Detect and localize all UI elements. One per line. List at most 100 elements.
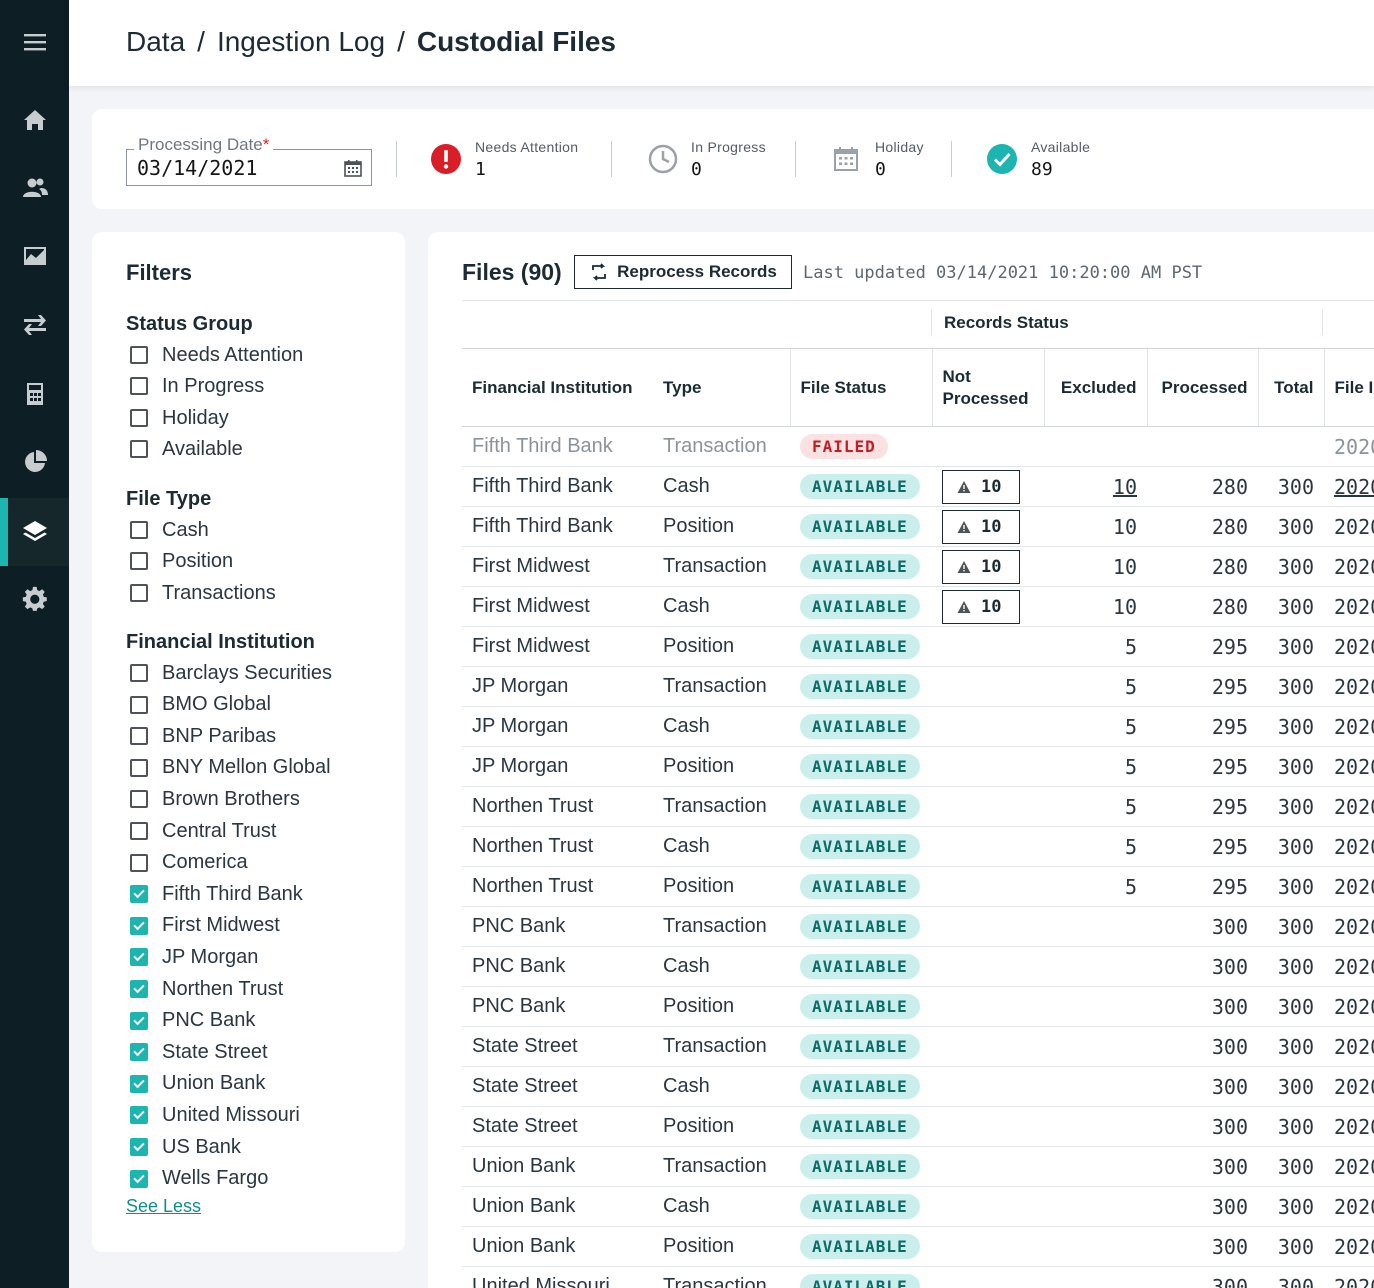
- nav-users[interactable]: [0, 154, 69, 222]
- checkbox[interactable]: [130, 822, 148, 840]
- checkbox-checked[interactable]: [130, 1138, 148, 1156]
- processing-date-field[interactable]: 03/14/2021: [126, 149, 372, 186]
- table-row[interactable]: JP Morgan Transaction AVAILABLE 5 295 300 2020: [462, 666, 1374, 707]
- filter-fi-item[interactable]: BNP Paribas: [130, 722, 276, 750]
- filter-fi-item[interactable]: State Street: [130, 1038, 268, 1066]
- col-not-processed[interactable]: Not Processed: [931, 348, 1044, 427]
- filter-in-progress[interactable]: In Progress: [130, 372, 264, 400]
- table-row[interactable]: First Midwest Position AVAILABLE 5 295 300 202…: [462, 626, 1374, 667]
- filter-position[interactable]: Position: [130, 547, 233, 575]
- filter-fi-item[interactable]: Wells Fargo: [130, 1165, 268, 1193]
- col-file[interactable]: File I: [1323, 348, 1374, 427]
- nav-settings[interactable]: [0, 566, 69, 634]
- filter-cash[interactable]: Cash: [130, 516, 209, 544]
- nav-data[interactable]: [0, 498, 69, 566]
- reprocess-records-button[interactable]: Reprocess Records: [574, 255, 792, 289]
- not-processed-button[interactable]: 10: [942, 589, 1020, 624]
- nav-transfers[interactable]: [0, 290, 69, 358]
- nav-calculator[interactable]: [0, 360, 69, 428]
- table-row[interactable]: First Midwest Transaction AVAILABLE 10 10 280…: [462, 546, 1374, 587]
- checkbox[interactable]: [130, 346, 148, 364]
- checkbox[interactable]: [130, 727, 148, 746]
- table-row[interactable]: Fifth Third Bank Transaction FAILED 2020: [462, 426, 1374, 467]
- filter-fi-item[interactable]: Northen Trust: [130, 975, 283, 1003]
- col-file-status[interactable]: File Status: [789, 348, 932, 427]
- table-row[interactable]: United Missouri Transaction AVAILABLE 300 30…: [462, 1266, 1374, 1288]
- cell-excluded-text[interactable]: 10: [1112, 474, 1137, 499]
- filter-fi-item[interactable]: Comerica: [130, 849, 248, 877]
- filter-fi-item[interactable]: Brown Brothers: [130, 785, 300, 813]
- cell-file[interactable]: 2020: [1324, 466, 1374, 507]
- table-row[interactable]: JP Morgan Cash AVAILABLE 5 295 300 2020: [462, 706, 1374, 747]
- checkbox[interactable]: [130, 440, 148, 458]
- col-financial-institution[interactable]: Financial Institution: [462, 348, 653, 427]
- checkbox-checked[interactable]: [130, 948, 148, 967]
- checkbox-checked[interactable]: [130, 916, 148, 935]
- table-row[interactable]: State Street Position AVAILABLE 300 300 2020: [462, 1106, 1374, 1147]
- table-row[interactable]: PNC Bank Transaction AVAILABLE 300 300 2020: [462, 906, 1374, 947]
- breadcrumb-data[interactable]: Data: [126, 26, 186, 57]
- stat-needs-attention[interactable]: Needs Attention 1: [475, 139, 578, 180]
- table-row[interactable]: Northen Trust Position AVAILABLE 5 295 300 202…: [462, 866, 1374, 907]
- stat-in-progress[interactable]: In Progress 0: [691, 139, 766, 180]
- filter-fi-item[interactable]: JP Morgan: [130, 943, 258, 971]
- cell-file-text[interactable]: 2020: [1334, 474, 1374, 499]
- table-row[interactable]: Fifth Third Bank Cash AVAILABLE 10 10 280 300 2…: [462, 466, 1374, 507]
- cell-excluded[interactable]: 10: [1044, 466, 1147, 507]
- calendar-icon[interactable]: [343, 158, 363, 178]
- nav-analytics[interactable]: [0, 222, 69, 290]
- table-row[interactable]: State Street Transaction AVAILABLE 300 300 20…: [462, 1026, 1374, 1067]
- checkbox[interactable]: [130, 409, 148, 427]
- table-row[interactable]: PNC Bank Position AVAILABLE 300 300 2020: [462, 986, 1374, 1027]
- menu-button[interactable]: [0, 8, 69, 76]
- not-processed-button[interactable]: 10: [942, 509, 1020, 544]
- col-processed[interactable]: Processed: [1146, 348, 1258, 427]
- filter-holiday[interactable]: Holiday: [130, 404, 229, 432]
- nav-reports[interactable]: [0, 428, 69, 496]
- checkbox[interactable]: [130, 664, 148, 682]
- stat-holiday[interactable]: Holiday 0: [875, 139, 924, 180]
- stat-available[interactable]: Available 89: [1031, 139, 1090, 180]
- table-row[interactable]: PNC Bank Cash AVAILABLE 300 300 2020: [462, 946, 1374, 987]
- table-row[interactable]: Fifth Third Bank Position AVAILABLE 10 10 280…: [462, 506, 1374, 547]
- col-type[interactable]: Type: [653, 348, 790, 427]
- checkbox-checked[interactable]: [130, 885, 148, 904]
- table-row[interactable]: Northen Trust Transaction AVAILABLE 5 295 300…: [462, 786, 1374, 827]
- filter-fi-item[interactable]: Barclays Securities: [130, 659, 332, 687]
- checkbox[interactable]: [130, 552, 148, 570]
- filter-fi-item[interactable]: BMO Global: [130, 691, 271, 719]
- table-row[interactable]: Northen Trust Cash AVAILABLE 5 295 300 2020: [462, 826, 1374, 867]
- nav-home[interactable]: [0, 86, 69, 154]
- checkbox[interactable]: [130, 790, 148, 809]
- table-row[interactable]: State Street Cash AVAILABLE 300 300 2020: [462, 1066, 1374, 1107]
- see-less-link[interactable]: See Less: [126, 1196, 202, 1216]
- filter-fi-item[interactable]: Fifth Third Bank: [130, 880, 303, 908]
- not-processed-button[interactable]: 10: [942, 469, 1020, 504]
- checkbox[interactable]: [130, 584, 148, 602]
- checkbox-checked[interactable]: [130, 1011, 148, 1030]
- filter-fi-item[interactable]: First Midwest: [130, 912, 280, 940]
- col-excluded[interactable]: Excluded: [1043, 348, 1147, 427]
- checkbox-checked[interactable]: [130, 1043, 148, 1062]
- checkbox[interactable]: [130, 377, 148, 395]
- table-row[interactable]: Union Bank Cash AVAILABLE 300 300 2020: [462, 1186, 1374, 1227]
- checkbox-checked[interactable]: [130, 980, 148, 998]
- table-row[interactable]: JP Morgan Position AVAILABLE 5 295 300 2020: [462, 746, 1374, 787]
- checkbox-checked[interactable]: [130, 1074, 148, 1093]
- checkbox[interactable]: [130, 695, 148, 714]
- checkbox-checked[interactable]: [130, 1169, 148, 1188]
- checkbox[interactable]: [130, 853, 148, 872]
- filter-fi-item[interactable]: PNC Bank: [130, 1007, 255, 1035]
- filter-transactions[interactable]: Transactions: [130, 579, 276, 607]
- not-processed-button[interactable]: 10: [942, 549, 1020, 584]
- filter-fi-item[interactable]: Union Bank: [130, 1070, 265, 1098]
- filter-fi-item[interactable]: US Bank: [130, 1133, 241, 1161]
- filter-available[interactable]: Available: [130, 435, 243, 463]
- filter-needs-attention[interactable]: Needs Attention: [130, 341, 303, 369]
- table-row[interactable]: First Midwest Cash AVAILABLE 10 10 280 300 2020: [462, 586, 1374, 627]
- breadcrumb-ingestion-log[interactable]: Ingestion Log: [216, 26, 386, 57]
- filter-fi-item[interactable]: BNY Mellon Global: [130, 754, 331, 782]
- checkbox[interactable]: [130, 521, 148, 539]
- checkbox-checked[interactable]: [130, 1106, 148, 1125]
- table-row[interactable]: Union Bank Position AVAILABLE 300 300 2020: [462, 1226, 1374, 1267]
